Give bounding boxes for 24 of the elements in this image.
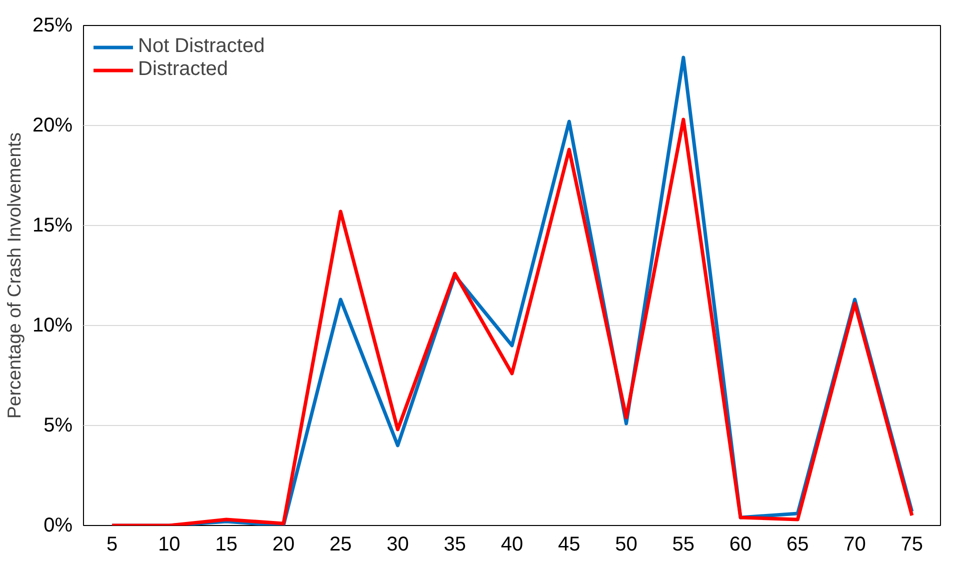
y-axis-title: Percentage of Crash Involvements [3,132,24,419]
x-tick-label: 5 [106,534,118,556]
x-tick-label: 30 [386,534,409,556]
legend-label: Distracted [138,58,228,81]
y-tick-label: 15% [32,214,73,236]
x-tick-label: 10 [158,534,180,556]
x-tick-label: 25 [329,534,352,556]
x-tick-label: 50 [615,534,638,556]
x-tick-label: 55 [672,534,695,556]
x-tick-label: 40 [500,534,524,556]
y-tick-label: 10% [32,314,73,336]
x-tick-label: 65 [786,534,809,556]
x-tick-label: 45 [558,534,580,556]
x-tick-label: 15 [215,534,238,556]
y-tick-label: 20% [32,114,73,136]
y-tick-label: 0% [44,514,73,536]
legend-label: Not Distracted [138,35,265,58]
x-tick-label: 60 [729,534,752,556]
x-tick-label: 35 [444,534,466,556]
x-tick-label: 70 [844,534,866,556]
x-tick-label: 20 [272,534,295,556]
x-tick-label: 75 [900,534,924,556]
y-tick-label: 25% [32,14,73,36]
y-tick-label: 5% [44,414,73,436]
